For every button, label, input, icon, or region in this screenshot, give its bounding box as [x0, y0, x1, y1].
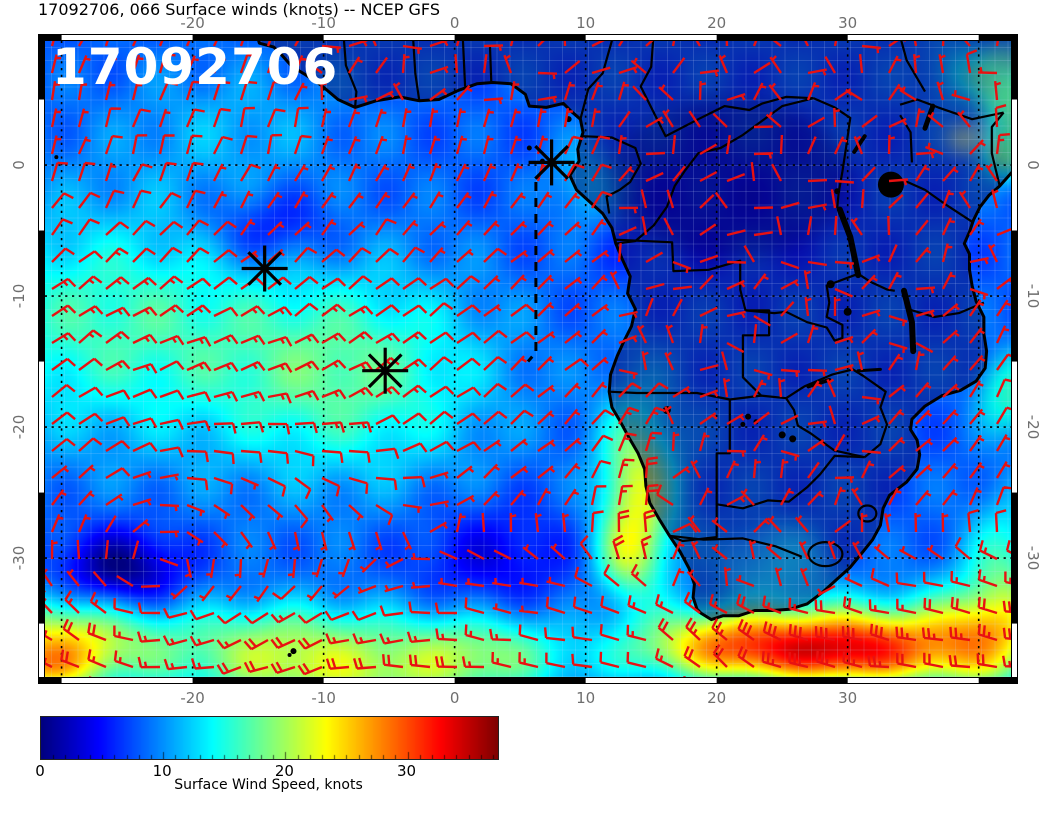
run-timestamp-stamp: 17092706 — [52, 38, 339, 96]
lon-tick-label-bottom: 20 — [707, 689, 727, 707]
lat-tick-label-right: -20 — [1024, 414, 1042, 440]
colorbar-tick-label: 0 — [35, 762, 45, 780]
colorbar-caption: Surface Wind Speed, knots — [174, 777, 363, 793]
colorbar: 0 10 20 30 — [35, 716, 499, 780]
lon-tick-label-top: 10 — [576, 14, 596, 32]
lat-tick-label-right: 0 — [1024, 160, 1042, 170]
lat-tick-label-left: -30 — [10, 545, 28, 571]
lon-tick-label-bottom: -20 — [180, 689, 205, 707]
lon-tick-label-top: -10 — [311, 14, 336, 32]
islands — [54, 116, 1018, 658]
lat-tick-label-right: -10 — [1024, 283, 1042, 309]
lon-tick-label-top: 20 — [707, 14, 727, 32]
lon-tick-label-bottom: -10 — [311, 689, 336, 707]
colorbar-gradient — [41, 717, 498, 759]
lat-tick-label-left: -20 — [10, 414, 28, 440]
lon-tick-label-bottom: 10 — [576, 689, 596, 707]
track-dashed-line — [526, 182, 538, 363]
zebra-frame — [38, 34, 1018, 684]
map-plot-area: 17092706 — [38, 34, 1018, 684]
colorbar-frame — [40, 716, 499, 760]
colorbar-tick-label: 20 — [274, 762, 294, 780]
lon-tick-label-top: 0 — [449, 14, 460, 32]
lat-tick-label-left: 0 — [10, 160, 28, 170]
colorbar-tick-label: 10 — [152, 762, 172, 780]
lat-tick-label-right: -30 — [1024, 545, 1042, 571]
lon-tick-label-bottom: 0 — [449, 689, 460, 707]
lat-tick-label-left: -10 — [10, 283, 28, 309]
wind-barbs — [38, 34, 1018, 684]
lon-tick-label-top: 30 — [838, 14, 858, 32]
plot-title: 17092706, 066 Surface winds (knots) -- N… — [38, 0, 440, 19]
colorbar-tick-label: 30 — [397, 762, 417, 780]
map-overlay-layer — [38, 34, 1018, 684]
lon-tick-label-top: -20 — [180, 14, 205, 32]
lon-tick-label-bottom: 30 — [838, 689, 858, 707]
lakes — [662, 103, 936, 443]
asterisk-markers — [241, 139, 575, 394]
